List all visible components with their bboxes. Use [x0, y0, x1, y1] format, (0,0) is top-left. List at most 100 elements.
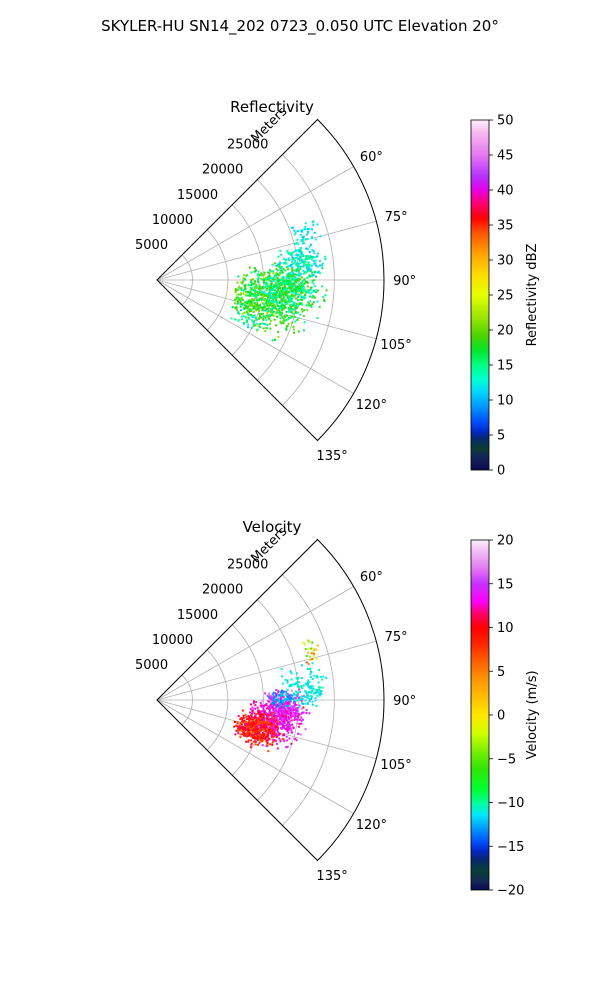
echo-gate — [305, 238, 307, 241]
echo-gate — [278, 283, 281, 286]
echo-gate — [309, 300, 312, 303]
echo-gate — [285, 301, 288, 304]
echo-gate — [301, 279, 304, 282]
echo-gate — [299, 256, 302, 259]
echo-gate — [240, 309, 242, 312]
echo-gate — [285, 716, 287, 719]
echo-gate — [313, 231, 316, 234]
echo-gate — [297, 250, 300, 253]
echo-gate — [304, 702, 307, 705]
echo-gate — [242, 302, 245, 305]
echo-gate — [303, 272, 305, 275]
echo-gate — [238, 312, 241, 315]
echo-gate — [272, 288, 274, 291]
echo-gate — [264, 724, 266, 727]
echo-gate — [302, 315, 305, 318]
echo-gate — [288, 291, 290, 294]
echo-gate — [288, 253, 291, 255]
echo-gate — [301, 289, 304, 292]
echo-gate — [309, 673, 312, 676]
echo-gate — [260, 278, 263, 280]
echo-gate — [269, 722, 272, 725]
echo-gate — [261, 715, 264, 718]
echo-gate — [306, 309, 309, 312]
echo-gate — [302, 702, 304, 705]
echo-gate — [322, 675, 325, 678]
echo-gate — [279, 261, 281, 264]
echo-gate — [292, 727, 295, 730]
colorbar-tick-label: 5 — [497, 665, 505, 680]
echo-gate — [294, 310, 297, 313]
echo-gate — [278, 287, 281, 290]
echo-gate — [301, 698, 304, 701]
echo-gate — [269, 319, 272, 322]
echo-gate — [263, 299, 266, 302]
echo-gate — [254, 287, 257, 290]
echo-gate — [249, 294, 252, 297]
echo-gate — [265, 293, 268, 295]
echo-gate — [244, 726, 247, 729]
echo-gate — [310, 647, 313, 650]
echo-gate — [241, 318, 243, 321]
echo-gate — [291, 710, 294, 713]
echo-gate — [244, 294, 247, 297]
echo-gate — [308, 228, 311, 230]
radial-tick-label: 5000 — [135, 658, 168, 673]
echo-gate — [233, 302, 236, 305]
echo-gate — [307, 651, 310, 654]
echo-gate — [293, 719, 296, 722]
echo-gate — [259, 710, 261, 713]
echo-gate — [254, 732, 257, 735]
echo-gate — [311, 290, 314, 293]
echo-gate — [319, 675, 322, 678]
echo-gate — [234, 306, 237, 309]
echo-gate — [244, 278, 247, 281]
echo-gate — [279, 699, 282, 702]
echo-gate — [272, 695, 275, 698]
echo-gate — [249, 308, 252, 310]
echo-gate — [295, 242, 298, 245]
echo-gate — [284, 293, 287, 295]
echo-gate — [242, 289, 245, 292]
echo-gate — [321, 678, 324, 681]
echo-gate — [312, 274, 315, 277]
echo-gate — [271, 733, 274, 736]
echo-gate — [299, 278, 302, 280]
echo-gate — [275, 698, 278, 701]
echo-gate — [278, 300, 281, 303]
colorbar-tick-label: −5 — [497, 752, 516, 767]
echo-gate — [291, 291, 294, 294]
echo-gate — [251, 307, 254, 310]
echo-gate — [315, 648, 318, 651]
echo-gate — [237, 299, 240, 302]
echo-gate — [257, 712, 260, 715]
echo-gate — [247, 728, 250, 731]
echo-gate — [288, 265, 291, 267]
echo-gate — [266, 307, 269, 310]
echo-gate — [239, 300, 242, 303]
echo-gate — [271, 314, 274, 317]
echo-gate — [311, 685, 314, 688]
echo-gate — [273, 712, 276, 715]
echo-gate — [307, 262, 310, 265]
echo-gate — [312, 649, 315, 652]
echo-gate — [248, 266, 251, 269]
echo-gate — [309, 676, 312, 679]
echo-gate — [253, 725, 256, 727]
echo-gate — [294, 290, 297, 293]
echo-gate — [282, 278, 285, 281]
echo-gate — [280, 715, 283, 718]
echo-gate — [262, 736, 264, 739]
echo-gate — [249, 723, 252, 726]
echo-gate — [280, 269, 283, 272]
echo-gate — [283, 718, 286, 721]
echo-gate — [264, 737, 267, 740]
echo-gate — [285, 704, 288, 707]
echo-gate — [294, 715, 297, 718]
echo-gate — [295, 694, 298, 697]
echo-gate — [253, 717, 256, 720]
echo-gate — [272, 292, 275, 294]
echo-gate — [260, 736, 263, 739]
echo-gate — [312, 692, 315, 695]
echo-gate — [296, 693, 299, 696]
